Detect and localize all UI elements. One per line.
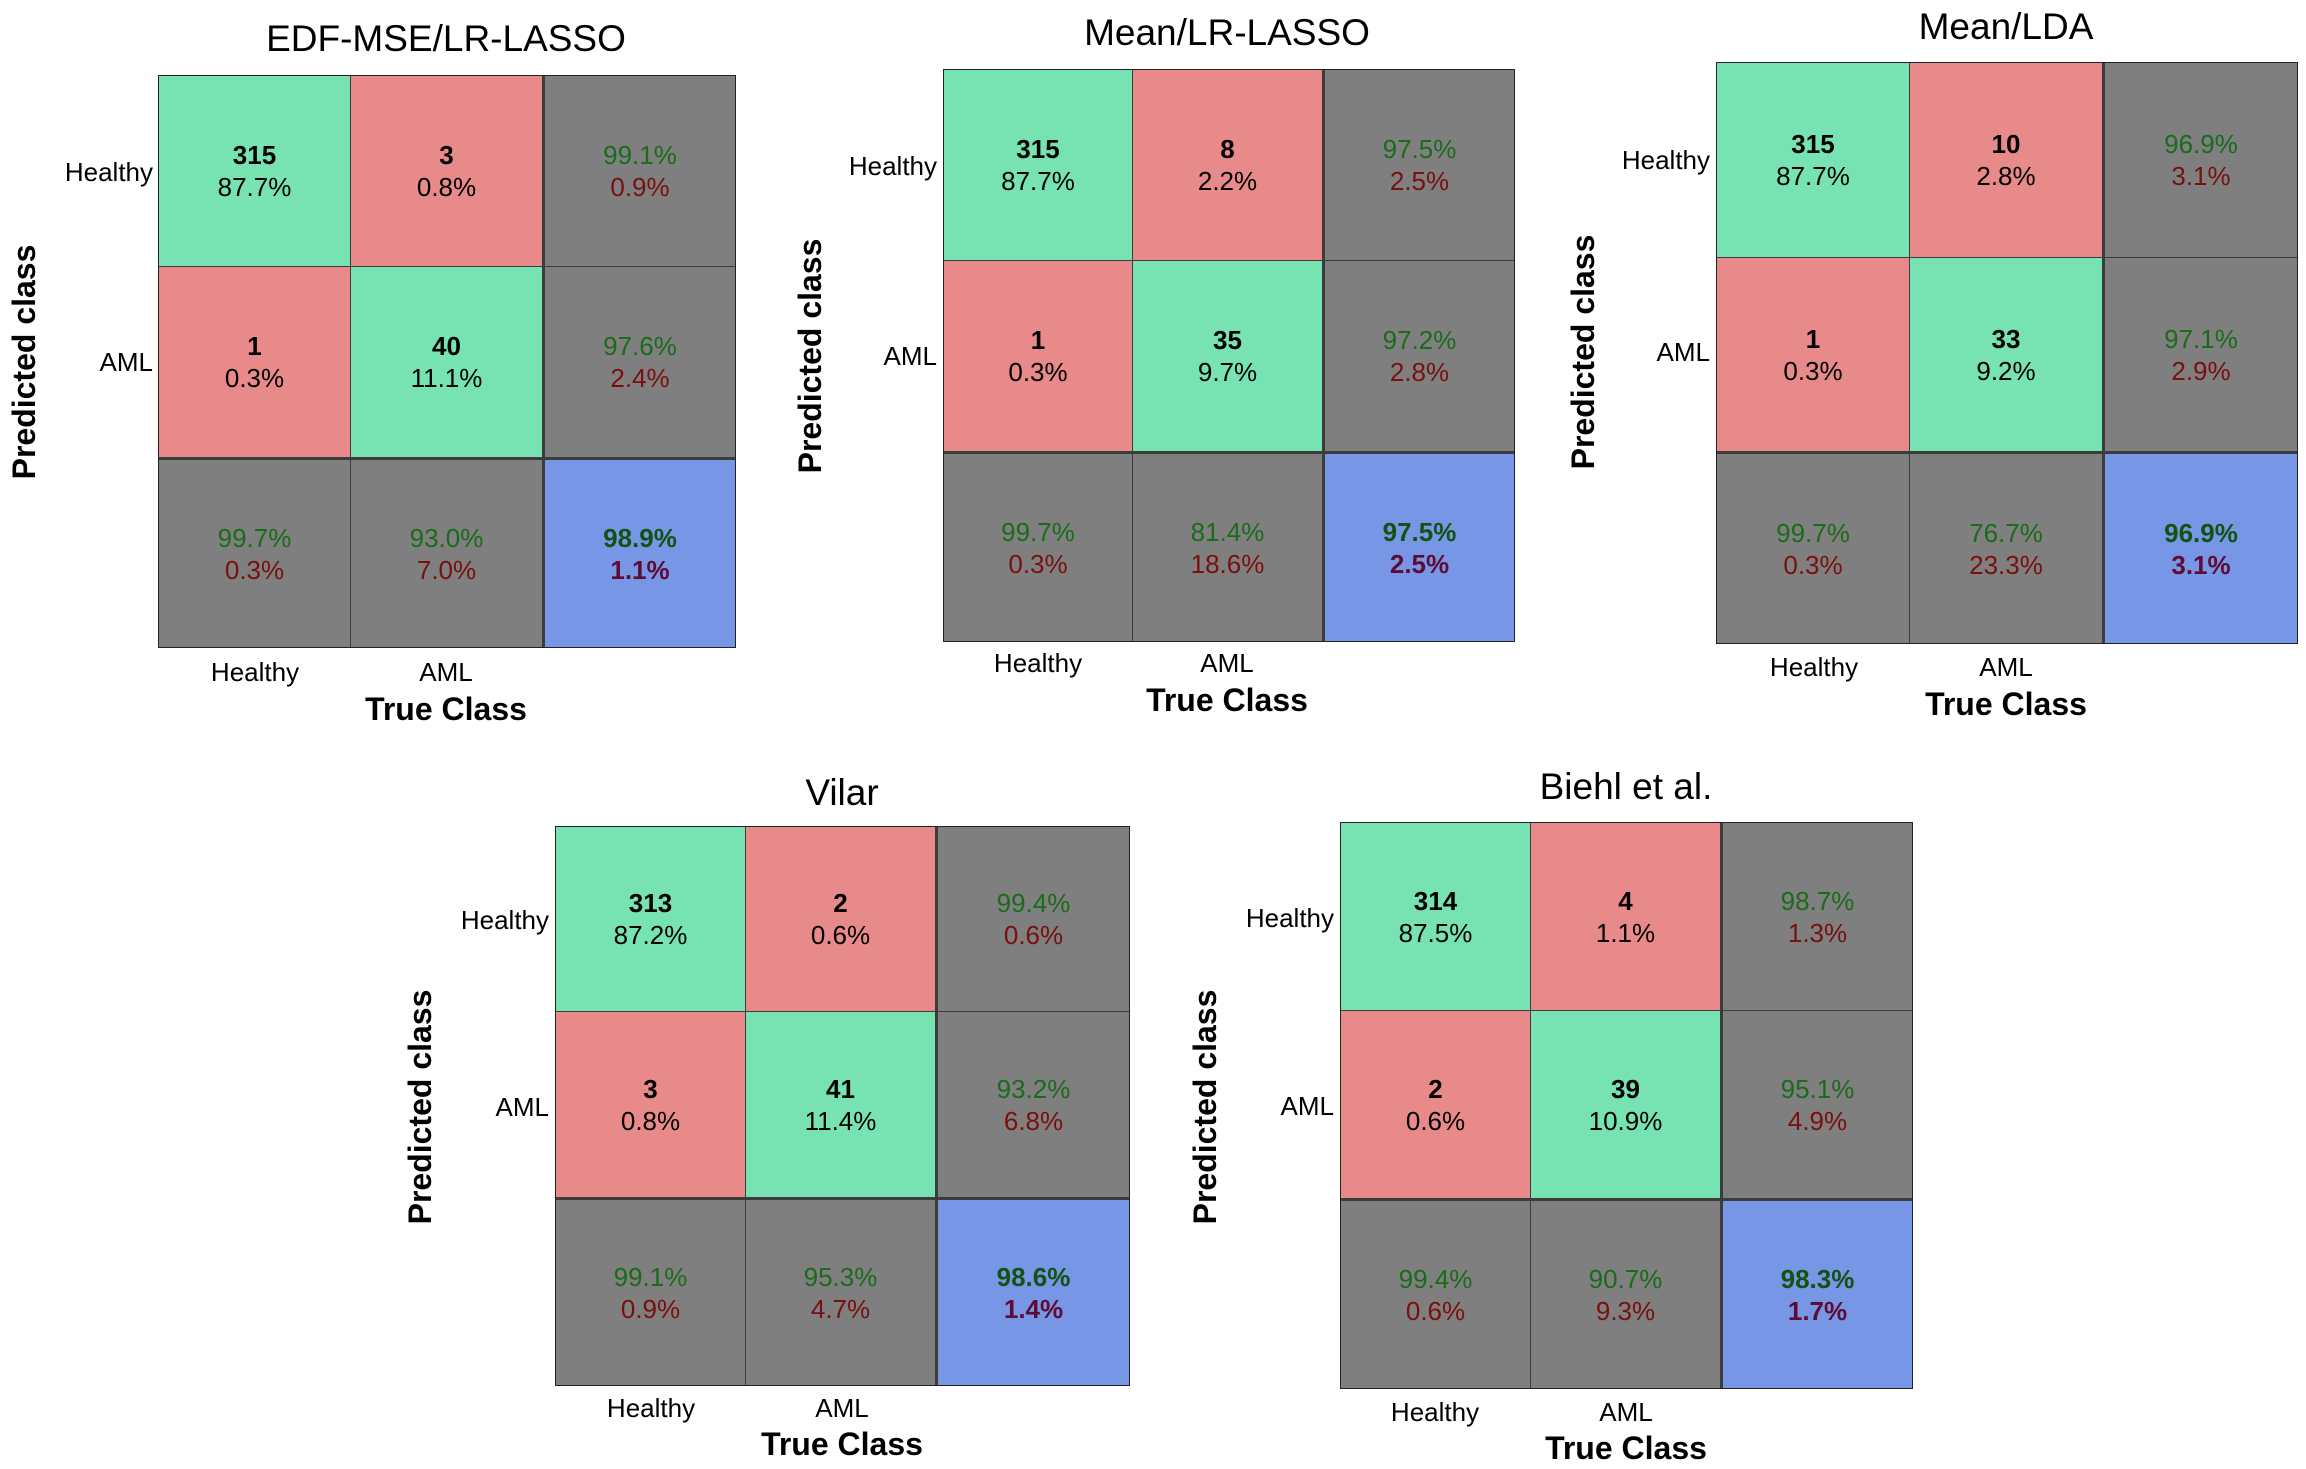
x-axis-label: True Class <box>1545 1430 1707 1466</box>
row-label-aml: AML <box>1656 337 1710 367</box>
cell-fp-healthy: 10 2.8% <box>1910 63 2102 257</box>
row-summary-aml: 95.1% 4.9% <box>1723 1011 1912 1198</box>
row-label-healthy: Healthy <box>1245 903 1334 933</box>
row-label-aml: AML <box>495 1092 549 1122</box>
y-axis-label: Predicted class <box>6 244 42 480</box>
cell-fp-healthy: 2 0.6% <box>746 827 935 1011</box>
col-label-healthy: Healthy <box>1390 1397 1480 1427</box>
cell-tp-healthy: 313 87.2% <box>556 827 745 1011</box>
cell-fn-aml: 2 0.6% <box>1341 1011 1530 1198</box>
matrix-grid: 315 87.7% 10 2.8% 96.9% 3.1% 1 0.3% 33 9.2% 9… <box>1716 62 2298 644</box>
x-axis-label: True Class <box>761 1426 923 1462</box>
row-label-aml: AML <box>99 347 153 377</box>
overall-accuracy: 98.6% 1.4% <box>938 1200 1129 1385</box>
cell-tp-aml: 41 11.4% <box>746 1012 935 1197</box>
row-label-healthy: Healthy <box>460 905 549 935</box>
col-summary-healthy: 99.1% 0.9% <box>556 1200 745 1385</box>
row-label-healthy: Healthy <box>64 157 153 187</box>
col-summary-healthy: 99.7% 0.3% <box>159 460 350 647</box>
row-summary-healthy: 99.4% 0.6% <box>938 827 1129 1011</box>
col-summary-aml: 90.7% 9.3% <box>1531 1201 1720 1388</box>
overall-accuracy: 98.9% 1.1% <box>545 460 735 647</box>
col-label-aml: AML <box>1599 1397 1653 1427</box>
row-summary-aml: 97.6% 2.4% <box>545 267 735 457</box>
col-summary-aml: 76.7% 23.3% <box>1910 454 2102 643</box>
col-summary-healthy: 99.4% 0.6% <box>1341 1201 1530 1388</box>
cell-tp-aml: 40 11.1% <box>351 267 542 457</box>
col-summary-aml: 81.4% 18.6% <box>1133 454 1322 641</box>
cell-fn-aml: 1 0.3% <box>159 267 350 457</box>
chart-title: EDF-MSE/LR-LASSO <box>266 18 626 59</box>
cell-fp-healthy: 4 1.1% <box>1531 823 1720 1010</box>
col-summary-healthy: 99.7% 0.3% <box>944 454 1132 641</box>
cell-fn-aml: 1 0.3% <box>944 261 1132 451</box>
y-axis-label: Predicted class <box>1187 989 1223 1225</box>
row-label-healthy: Healthy <box>1621 145 1710 175</box>
row-summary-healthy: 99.1% 0.9% <box>545 76 735 266</box>
cell-fn-aml: 3 0.8% <box>556 1012 745 1197</box>
chart-title: Biehl et al. <box>1539 766 1713 807</box>
cell-tp-healthy: 314 87.5% <box>1341 823 1530 1010</box>
cell-tp-aml: 39 10.9% <box>1531 1011 1720 1198</box>
col-summary-aml: 95.3% 4.7% <box>746 1200 935 1385</box>
row-summary-healthy: 97.5% 2.5% <box>1325 70 1514 260</box>
cell-tp-aml: 35 9.7% <box>1133 261 1322 451</box>
matrix-grid: 315 87.7% 3 0.8% 99.1% 0.9% 1 0.3% 40 11.1% 9… <box>158 75 736 648</box>
cell-tp-aml: 33 9.2% <box>1910 258 2102 451</box>
col-label-aml: AML <box>1979 652 2033 682</box>
matrix-grid: 314 87.5% 4 1.1% 98.7% 1.3% 2 0.6% 39 10.9% 9… <box>1340 822 1913 1389</box>
cell-fp-healthy: 3 0.8% <box>351 76 542 266</box>
y-axis-label: Predicted class <box>792 238 828 474</box>
col-label-healthy: Healthy <box>606 1393 696 1423</box>
cell-tp-healthy: 315 87.7% <box>159 76 350 266</box>
col-label-healthy: Healthy <box>993 648 1083 678</box>
row-summary-aml: 97.2% 2.8% <box>1325 261 1514 451</box>
col-label-aml: AML <box>1200 648 1254 678</box>
x-axis-label: True Class <box>1146 682 1308 718</box>
row-label-aml: AML <box>1280 1091 1334 1121</box>
col-label-aml: AML <box>419 657 473 687</box>
chart-title: Mean/LDA <box>1918 6 2094 47</box>
row-label-aml: AML <box>883 341 937 371</box>
row-summary-healthy: 98.7% 1.3% <box>1723 823 1912 1010</box>
col-summary-aml: 93.0% 7.0% <box>351 460 542 647</box>
col-summary-healthy: 99.7% 0.3% <box>1717 454 1909 643</box>
y-axis-label: Predicted class <box>402 989 438 1225</box>
matrix-grid: 313 87.2% 2 0.6% 99.4% 0.6% 3 0.8% 41 11.4% 9… <box>555 826 1130 1386</box>
cell-tp-healthy: 315 87.7% <box>944 70 1132 260</box>
col-label-healthy: Healthy <box>210 657 300 687</box>
col-label-aml: AML <box>815 1393 869 1423</box>
x-axis-label: True Class <box>365 691 527 727</box>
overall-accuracy: 97.5% 2.5% <box>1325 454 1514 641</box>
row-label-healthy: Healthy <box>848 151 937 181</box>
x-axis-label: True Class <box>1925 686 2087 722</box>
overall-accuracy: 96.9% 3.1% <box>2105 454 2297 643</box>
y-axis-label: Predicted class <box>1565 234 1601 470</box>
row-summary-aml: 93.2% 6.8% <box>938 1012 1129 1197</box>
cell-fp-healthy: 8 2.2% <box>1133 70 1322 260</box>
matrix-grid: 315 87.7% 8 2.2% 97.5% 2.5% 1 0.3% 35 9.7% 97… <box>943 69 1515 642</box>
row-summary-aml: 97.1% 2.9% <box>2105 258 2297 451</box>
cell-tp-healthy: 315 87.7% <box>1717 63 1909 257</box>
overall-accuracy: 98.3% 1.7% <box>1723 1201 1912 1388</box>
chart-title: Vilar <box>805 772 879 813</box>
cell-fn-aml: 1 0.3% <box>1717 258 1909 451</box>
row-summary-healthy: 96.9% 3.1% <box>2105 63 2297 257</box>
col-label-healthy: Healthy <box>1769 652 1859 682</box>
chart-title: Mean/LR-LASSO <box>1084 12 1370 53</box>
